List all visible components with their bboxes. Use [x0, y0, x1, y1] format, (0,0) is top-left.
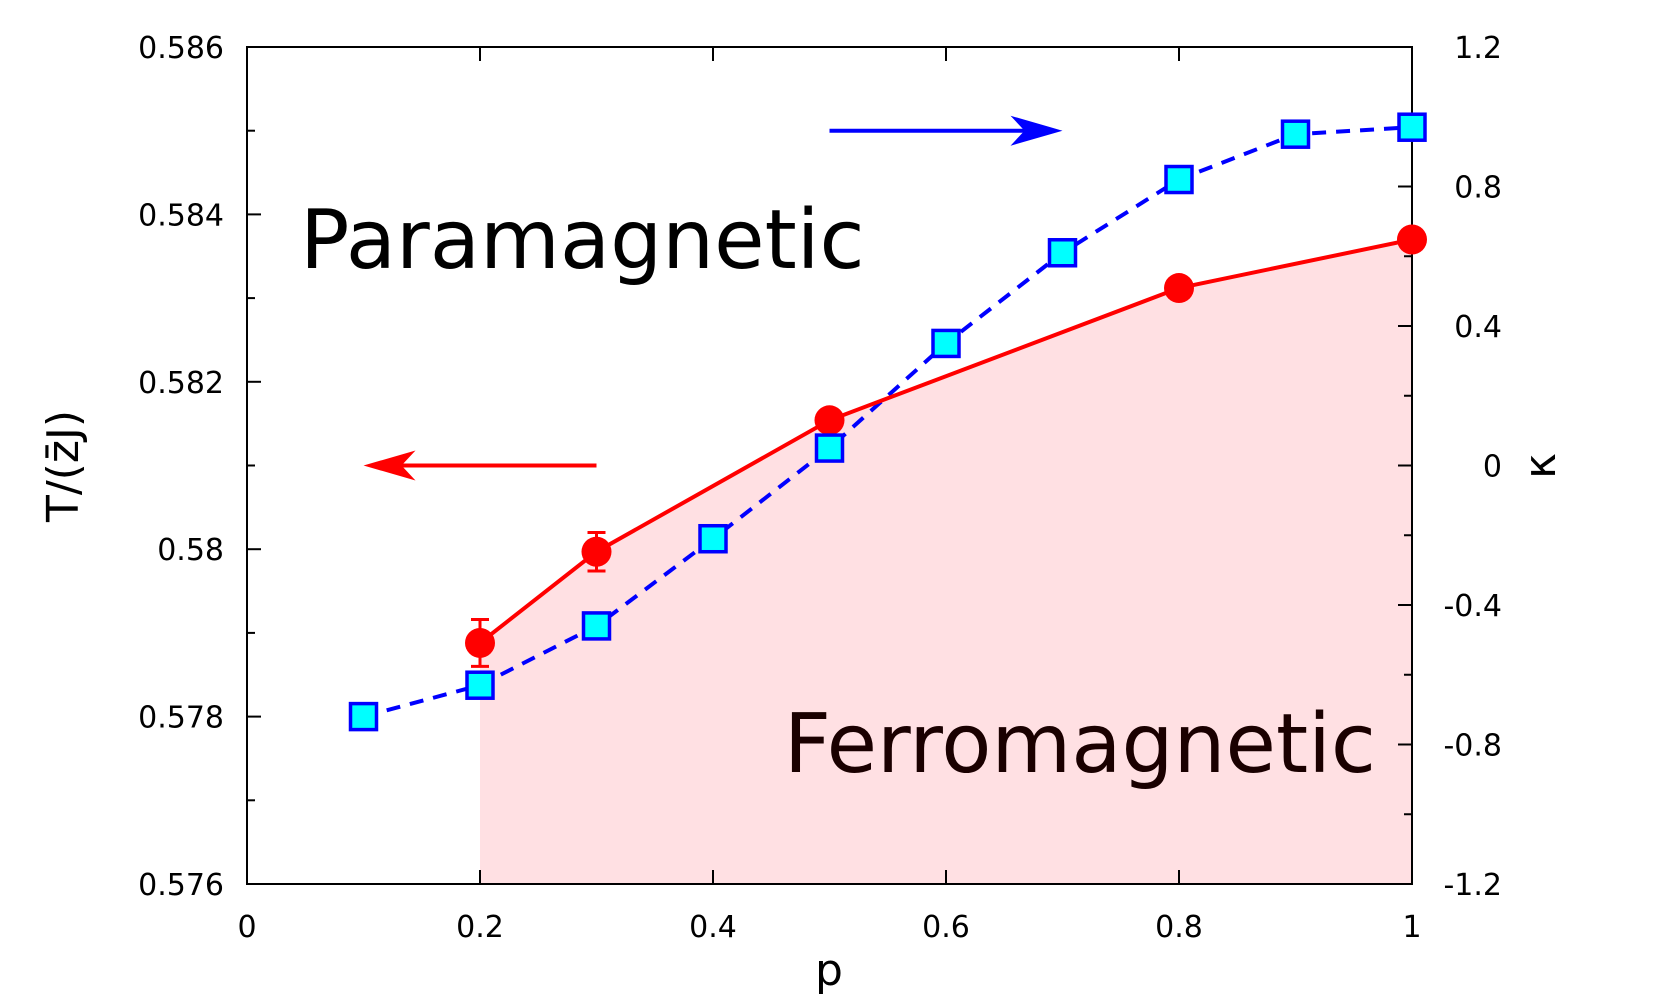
- y2-tick-label: 0.8: [1454, 171, 1502, 206]
- x-tick-label: 0.4: [689, 910, 737, 945]
- y-axis-label: T/(z̄J): [38, 410, 89, 523]
- x-tick-label: 1: [1402, 910, 1421, 945]
- y-tick-label: 0.576: [138, 868, 224, 903]
- kappa-point: [814, 433, 845, 463]
- arrow-layer: [363, 115, 1063, 481]
- critical-temperature-point: [814, 405, 845, 436]
- kappa-point: [1164, 164, 1194, 195]
- tick-layer: 0 0.2 0.4 0.6 0.8 1 0.576 0.578 0.58 0.582 0.584 0.…: [138, 31, 1502, 945]
- x-axis-label: p: [815, 945, 843, 996]
- ferromagnetic-label: Ferromagnetic: [784, 697, 1376, 792]
- y-tick-label: 0.582: [138, 366, 224, 401]
- axis-arrow-head: [363, 450, 416, 481]
- ferromagnetic-region: [480, 239, 1412, 884]
- y2-tick-label: 0: [1483, 450, 1502, 485]
- ferromagnetic-region-layer: [480, 239, 1412, 884]
- y-tick-label: 0.586: [138, 31, 224, 66]
- y2-axis-label: κ: [1515, 453, 1566, 479]
- y2-tick-label: -1.2: [1443, 868, 1502, 903]
- kappa-point: [1397, 112, 1427, 142]
- critical-temperature-point: [581, 536, 612, 567]
- y-tick-label: 0.584: [138, 198, 224, 233]
- paramagnetic-label: Paramagnetic: [300, 193, 865, 288]
- critical-temperature-point: [1397, 224, 1427, 255]
- x-tick-label: 0.8: [1155, 910, 1203, 945]
- y2-tick-label: -0.4: [1443, 589, 1502, 624]
- kappa-point: [465, 670, 495, 700]
- y-tick-label: 0.58: [157, 533, 224, 568]
- axis-arrow-head: [1010, 115, 1063, 146]
- kappa-point: [698, 523, 728, 554]
- critical-temperature-point: [465, 627, 495, 658]
- y-tick-label: 0.578: [138, 701, 224, 736]
- series-layer: [348, 112, 1427, 732]
- kappa-point: [931, 328, 961, 359]
- kappa-point: [581, 611, 612, 641]
- kappa-point: [348, 701, 379, 732]
- x-tick-label: 0: [237, 910, 256, 945]
- y2-tick-label: -0.8: [1443, 729, 1502, 764]
- x-tick-label: 0.6: [922, 910, 970, 945]
- kappa-point: [1280, 119, 1311, 149]
- y2-tick-label: 1.2: [1454, 31, 1502, 66]
- critical-temperature-point: [1164, 273, 1194, 304]
- y2-tick-label: 0.4: [1454, 310, 1502, 345]
- kappa-point: [1047, 238, 1078, 268]
- x-tick-label: 0.2: [456, 910, 504, 945]
